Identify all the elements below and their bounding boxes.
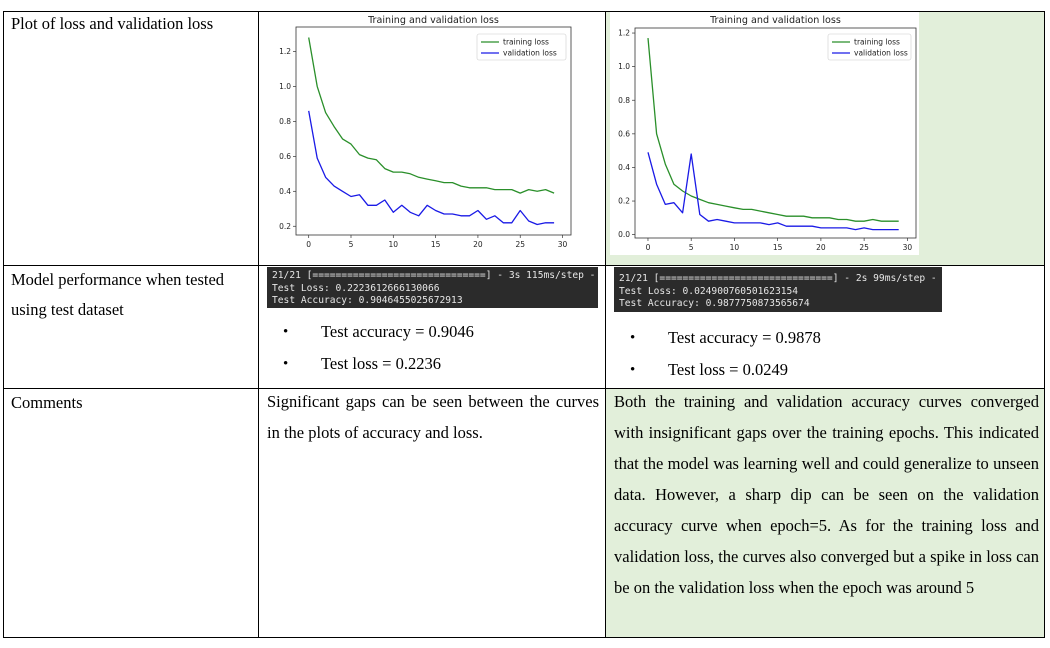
row-divider-2: [3, 388, 1045, 389]
legend-label: validation loss: [854, 49, 908, 58]
series-line-training-loss: [308, 37, 555, 194]
x-tick-label: 0: [306, 240, 311, 249]
legend-label: training loss: [503, 38, 549, 47]
terminal-line: Test Loss: 0.2223612666130066: [272, 282, 440, 294]
row-label-plot: Plot of loss and validation loss: [11, 14, 214, 33]
x-tick-label: 5: [689, 243, 694, 252]
y-tick-label: 0.8: [279, 117, 291, 126]
y-tick-label: 0.6: [618, 129, 630, 138]
bullet-test-loss: Test loss = 0.2236: [267, 348, 597, 380]
y-tick-label: 1.0: [618, 62, 630, 71]
table-border-top: [3, 11, 1045, 12]
row-label-performance: Model performance when tested using test…: [11, 270, 225, 319]
x-tick-label: 30: [558, 240, 568, 249]
y-tick-label: 1.0: [279, 82, 291, 91]
terminal-line: Test Accuracy: 0.9046455025672913: [272, 295, 463, 307]
metrics-list-left: Test accuracy = 0.9046 Test loss = 0.223…: [267, 316, 597, 380]
chart-title: Training and validation loss: [709, 15, 841, 26]
metrics-list-right: Test accuracy = 0.9878 Test loss = 0.024…: [614, 322, 1034, 386]
y-tick-label: 1.2: [618, 29, 630, 38]
y-tick-label: 0.4: [279, 187, 291, 196]
table-border-right: [1044, 11, 1045, 638]
comparison-table: Plot of loss and validation loss Trainin…: [3, 11, 1045, 638]
y-tick-label: 0.4: [618, 163, 630, 172]
bullet-test-accuracy: Test accuracy = 0.9046: [267, 316, 597, 348]
series-line-validation-loss: [308, 110, 555, 226]
legend-label: validation loss: [503, 49, 557, 58]
y-tick-label: 0.2: [618, 197, 630, 206]
table-border-left: [3, 11, 4, 638]
column-divider-2: [605, 11, 606, 638]
comment-right: Both the training and validation accurac…: [614, 392, 1039, 597]
legend-box: [476, 33, 567, 61]
column-divider-1: [258, 11, 259, 638]
table-border-bottom: [3, 637, 1045, 638]
terminal-output-left: 21/21 [==============================] -…: [267, 267, 598, 308]
comment-left: Significant gaps can be seen between the…: [267, 392, 599, 442]
x-tick-label: 25: [859, 243, 869, 252]
highlight-cell-comment: [606, 389, 1045, 638]
plot-frame: [295, 26, 572, 236]
y-tick-label: 0.2: [279, 222, 291, 231]
bullet-test-loss: Test loss = 0.0249: [614, 354, 1034, 386]
row-divider-1: [3, 265, 1045, 266]
loss-plot-left: Training and validation loss 0 5 10 15 20 25 30…: [261, 12, 597, 262]
terminal-line: Test Loss: 0.024900760501623154: [619, 285, 799, 297]
x-tick-label: 25: [515, 240, 525, 249]
plot-frame: [634, 27, 917, 239]
x-tick-label: 5: [349, 240, 354, 249]
y-tick-label: 1.2: [279, 47, 291, 56]
x-tick-label: 30: [903, 243, 913, 252]
x-tick-label: 10: [730, 243, 740, 252]
terminal-output-right: 21/21 [==============================] -…: [614, 267, 942, 312]
x-tick-label: 20: [473, 240, 483, 249]
y-tick-label: 0.0: [618, 230, 630, 239]
loss-chart-right: Training and validation loss 0 5 10 15 20 25 30…: [618, 15, 917, 252]
x-tick-label: 15: [773, 243, 783, 252]
x-tick-label: 15: [431, 240, 441, 249]
chart-title: Training and validation loss: [367, 15, 499, 26]
bullet-test-accuracy: Test accuracy = 0.9878: [614, 322, 1034, 354]
legend-label: training loss: [854, 38, 900, 47]
loss-plot-right: Training and validation loss 0 5 10 15 20 25 30…: [610, 12, 919, 255]
x-tick-label: 20: [816, 243, 826, 252]
terminal-line: 21/21 [==============================] -…: [619, 273, 942, 284]
terminal-line: 21/21 [==============================] -…: [272, 270, 598, 281]
loss-chart-left: Training and validation loss 0 5 10 15 20 25 30…: [279, 15, 572, 249]
y-tick-label: 0.8: [618, 96, 630, 105]
series-line-training-loss: [647, 38, 899, 222]
row-label-comments: Comments: [11, 393, 83, 412]
x-tick-label: 0: [646, 243, 651, 252]
series-line-validation-loss: [647, 152, 899, 231]
terminal-line: Test Accuracy: 0.9877750873565674: [619, 298, 810, 310]
y-tick-label: 0.6: [279, 152, 291, 161]
x-tick-label: 10: [389, 240, 399, 249]
